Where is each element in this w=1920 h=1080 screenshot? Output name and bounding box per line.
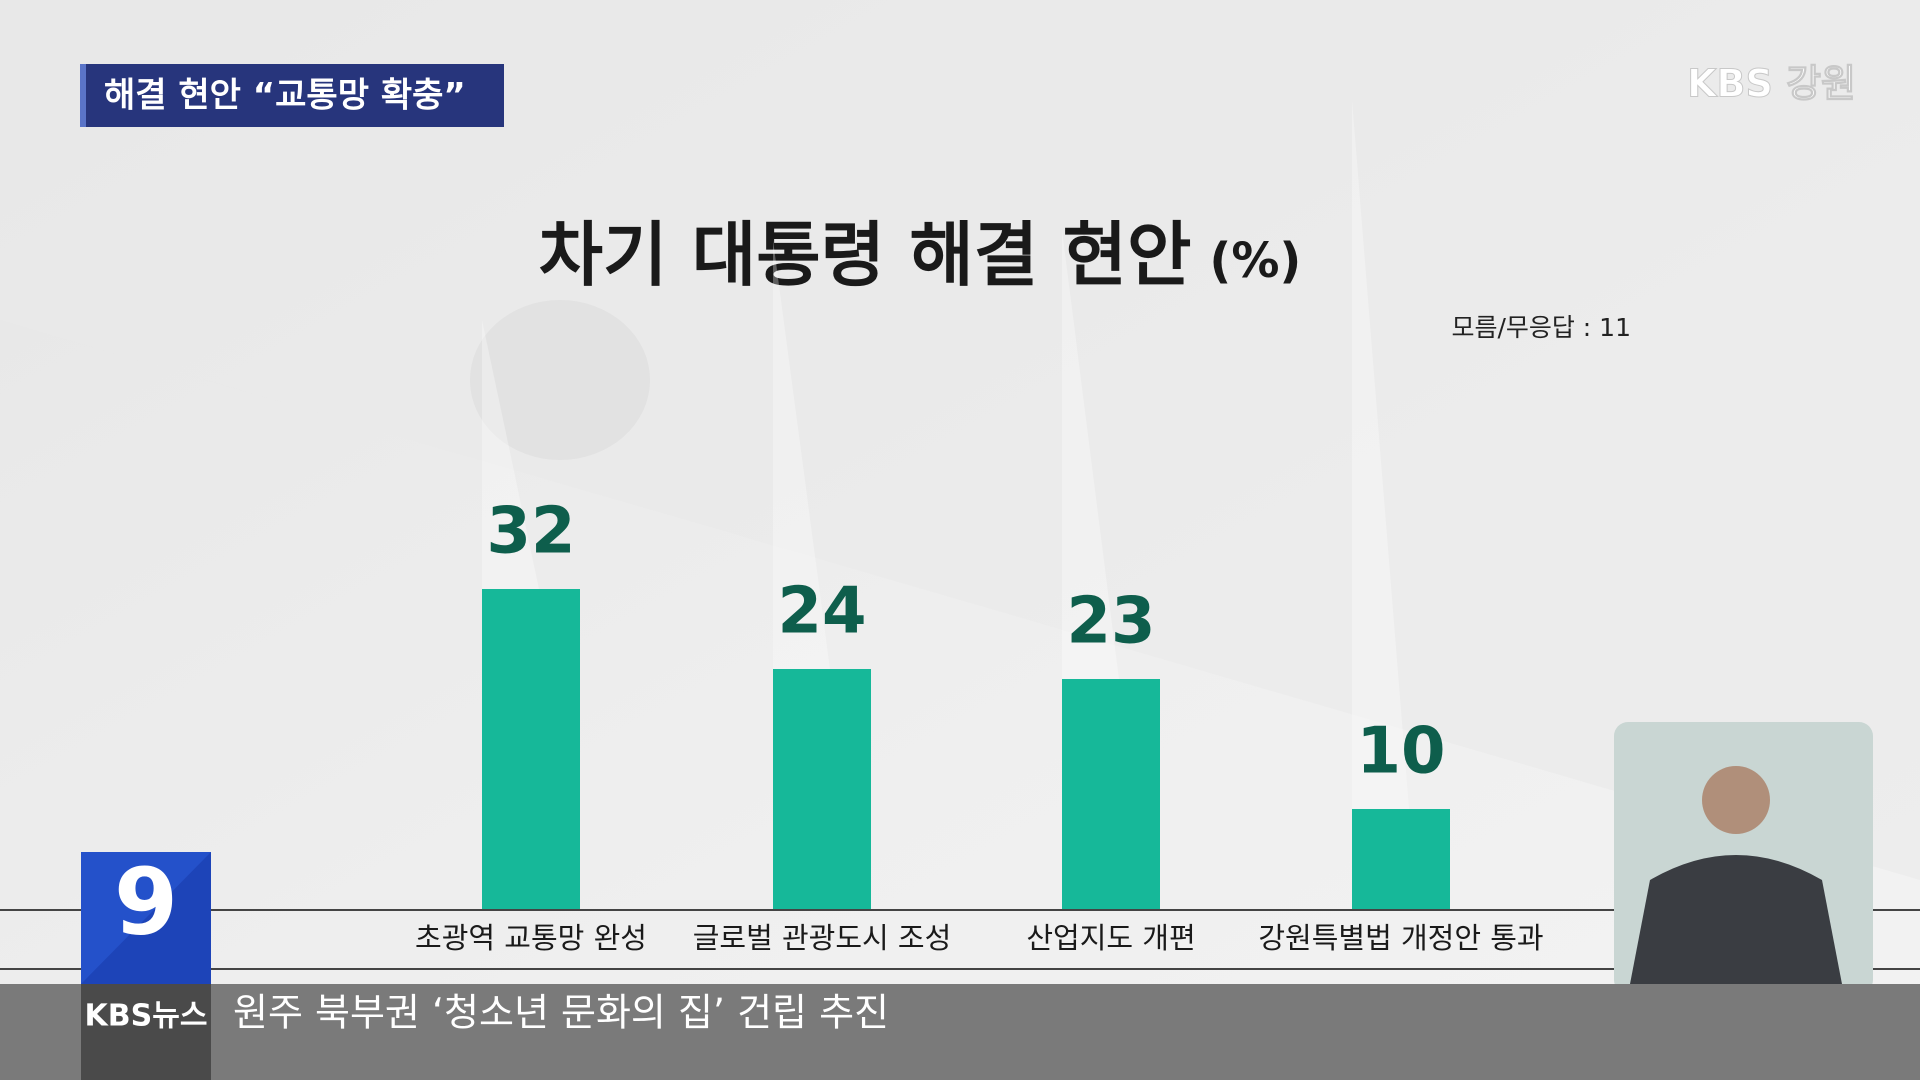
program-logo: KBS뉴스 xyxy=(85,999,208,1034)
program-number: 9 xyxy=(114,848,178,955)
bar xyxy=(1352,809,1450,909)
category-label: 산업지도 개편 xyxy=(1026,921,1195,955)
background-emblem xyxy=(470,300,650,460)
value-label: 32 xyxy=(486,495,575,569)
bar xyxy=(1062,679,1160,909)
topic-tag-box xyxy=(80,64,504,127)
chart-title: 차기 대통령 해결 현안 xyxy=(539,214,1192,296)
annotation: 모름/무응답 : 11 xyxy=(1451,313,1631,342)
bar-highlight xyxy=(773,240,830,669)
bar-highlight xyxy=(1352,100,1409,809)
category-label: 글로벌 관광도시 조성 xyxy=(693,921,952,955)
plot: 32 초광역 교통망 완성 24 글로벌 관광도시 조성 23 산업지도 개편 10 강원특별… xyxy=(415,100,1544,955)
program-logo-box xyxy=(81,984,211,1080)
interpreter-head xyxy=(1702,766,1770,834)
bar xyxy=(482,589,580,909)
channel-logo: KBS 강원 xyxy=(1687,62,1856,106)
value-label: 10 xyxy=(1356,715,1445,789)
background-band xyxy=(0,0,1920,880)
ticker-text: 원주 북부권 ‘청소년 문화의 집’ 건립 추진 xyxy=(233,991,889,1035)
ticker-bar xyxy=(0,984,1920,1080)
program-number-shade xyxy=(81,852,211,984)
value-label: 24 xyxy=(777,575,866,649)
interpreter-body xyxy=(1630,855,1842,984)
topic-tag: 해결 현안 “교통망 확충” xyxy=(104,76,466,116)
chart-unit: (%) xyxy=(1209,233,1301,289)
bar-highlight xyxy=(482,320,539,589)
category-label: 강원특별법 개정안 통과 xyxy=(1258,921,1543,955)
bar-highlight xyxy=(1062,230,1119,679)
value-label: 23 xyxy=(1066,585,1155,659)
topic-tag-edge xyxy=(80,64,86,127)
category-label: 초광역 교통망 완성 xyxy=(415,921,647,955)
bar xyxy=(773,669,871,909)
